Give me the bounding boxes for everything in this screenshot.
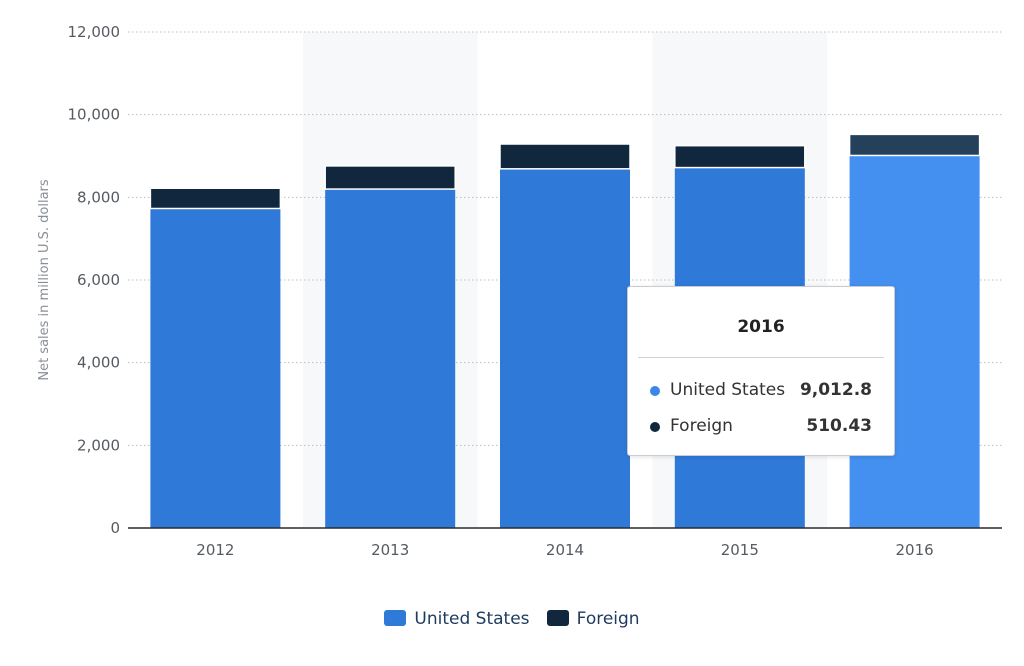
- tooltip: 2016 United States 9,012.8 Foreign 510.4…: [627, 286, 895, 456]
- bar-2012-foreign: [149, 187, 282, 210]
- tooltip-series-value: 9,012.8: [799, 380, 872, 400]
- bar-2016-foreign: [848, 133, 981, 157]
- bar-2014-united-states: [500, 168, 630, 528]
- tooltip-series-name: United States: [670, 380, 786, 400]
- y-tick-label: 6,000: [77, 271, 120, 289]
- legend-label: Foreign: [576, 608, 640, 629]
- legend-swatch: [384, 609, 407, 626]
- foreign-dot-icon: [650, 422, 660, 432]
- y-axis-ticks: 0 2,000 4,000 6,000 8,000 10,000 12,000: [68, 23, 121, 537]
- bar-2015-foreign: [674, 144, 806, 169]
- tooltip-series-value: 510.43: [806, 416, 872, 436]
- y-axis-title: Net sales in million U.S. dollars: [37, 179, 52, 381]
- legend-label: United States: [414, 608, 530, 629]
- bar-2012-united-states: [150, 208, 281, 528]
- y-tick-label: 10,000: [68, 106, 121, 124]
- tooltip-row-foreign: Foreign 510.43: [650, 416, 872, 438]
- bar-2014-foreign: [499, 143, 631, 170]
- tooltip-row-united-states: United States 9,012.8: [650, 380, 872, 402]
- bar-2013-foreign: [324, 165, 456, 190]
- y-tick-label: 12,000: [68, 23, 121, 41]
- tooltip-series-name: Foreign: [670, 416, 733, 436]
- x-axis-ticks: 2012 2013 2014 2015 2016: [196, 541, 933, 559]
- y-tick-label: 8,000: [77, 188, 120, 206]
- bar-2013-united-states: [325, 189, 456, 529]
- x-tick-label: 2013: [371, 541, 409, 559]
- legend-swatch: [546, 609, 569, 626]
- y-tick-label: 2,000: [77, 436, 120, 454]
- x-tick-label: 2015: [721, 541, 759, 559]
- bars: [149, 133, 981, 529]
- legend-item-united-states[interactable]: United States: [384, 608, 530, 629]
- x-tick-label: 2014: [546, 541, 584, 559]
- y-tick-label: 0: [110, 519, 120, 537]
- legend: United States Foreign: [0, 608, 1024, 634]
- legend-item-foreign[interactable]: Foreign: [546, 608, 640, 629]
- united-states-dot-icon: [650, 386, 660, 396]
- y-tick-label: 4,000: [77, 354, 120, 372]
- x-tick-label: 2016: [896, 541, 934, 559]
- tooltip-divider: [638, 357, 884, 358]
- tooltip-title: 2016: [737, 317, 785, 337]
- x-tick-label: 2012: [196, 541, 234, 559]
